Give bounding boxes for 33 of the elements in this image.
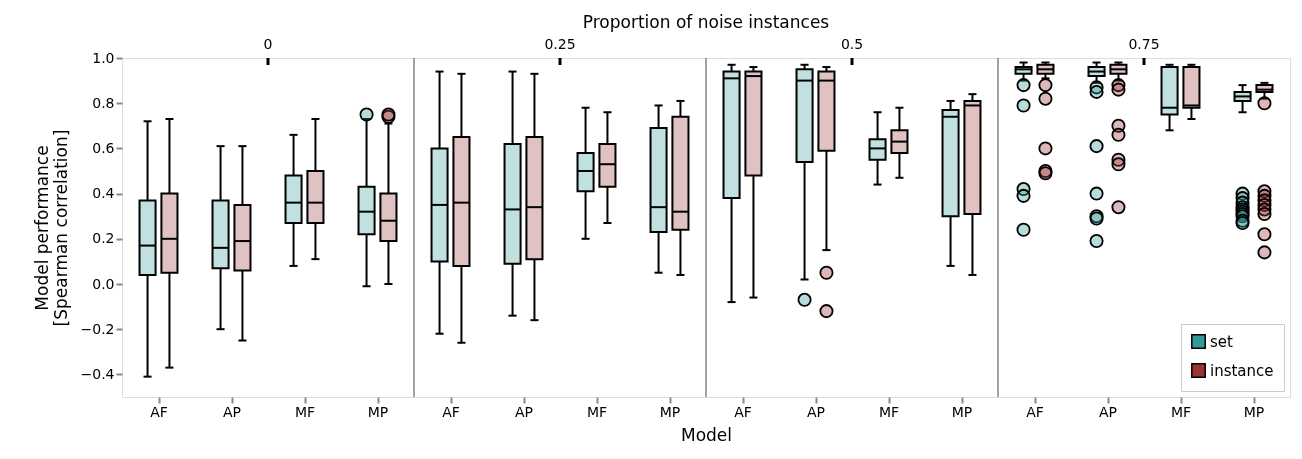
y-tick-label: −0.2 (80, 320, 115, 337)
y-axis-title: Model performance [Spearman correlation] (31, 129, 71, 327)
y-tick-label: 0.2 (92, 230, 115, 247)
y-tick-label: 0.6 (92, 139, 115, 156)
x-tick-label: AP (514, 403, 534, 420)
x-tick-label: AP (806, 403, 826, 420)
x2-axis-title: Proportion of noise instances (582, 12, 830, 32)
y-tick-label: 0.4 (92, 185, 115, 202)
text: 0.25 (544, 36, 576, 52)
x-axis-title: Model (680, 424, 733, 445)
y-tick-label: 0.0 (92, 275, 115, 292)
x-tick-label: AF (734, 403, 752, 420)
legend-label: instance (1210, 361, 1274, 380)
x-tick-label: MF (878, 403, 900, 420)
text: 0.75 (1128, 36, 1160, 52)
x-tick-label: AF (1026, 403, 1044, 420)
x-tick-label: MP (951, 403, 973, 420)
x-tick-label: AF (150, 403, 168, 420)
x-tick-label: MP (1243, 403, 1265, 420)
x-tick-label: AF (442, 403, 460, 420)
y-tick-label: 0.8 (92, 94, 115, 111)
x-tick-label: MP (659, 403, 681, 420)
x-tick-label: MP (367, 403, 389, 420)
x-tick-label: AP (1098, 403, 1118, 420)
x-tick-label: MF (294, 403, 316, 420)
text: 0 (263, 36, 273, 52)
x-tick-label: MF (1170, 403, 1192, 420)
legend-label: set (1210, 332, 1234, 351)
x-tick-label: MF (586, 403, 608, 420)
x-tick-label: AP (222, 403, 242, 420)
y-tick-label: −0.4 (80, 365, 115, 382)
text: 0.5 (840, 36, 864, 52)
y-tick-label: 1.0 (92, 49, 115, 66)
